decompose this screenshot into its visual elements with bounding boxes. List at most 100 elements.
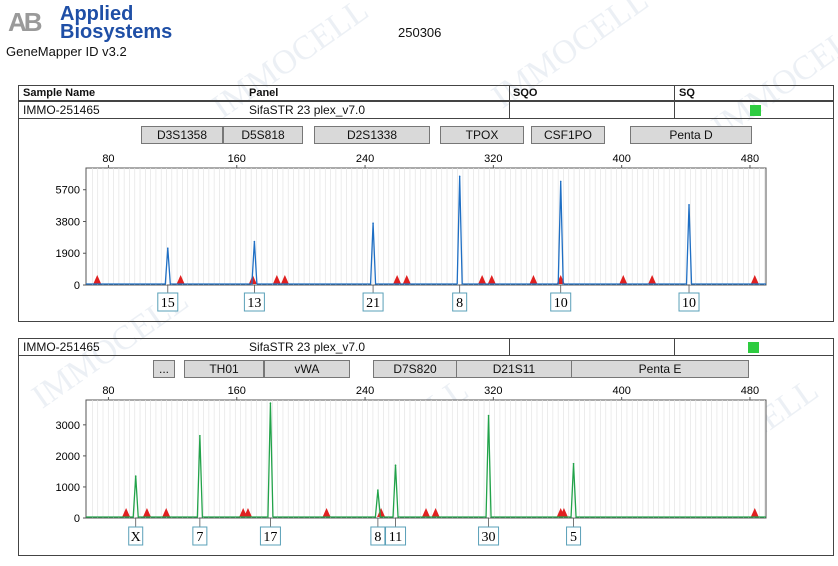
size-standard-marker [402, 275, 411, 284]
allele-call-box [157, 292, 179, 312]
quality-status-indicator [748, 342, 759, 353]
y-tick-label: 0 [74, 513, 80, 525]
column-sample-name: Sample Name [23, 87, 96, 99]
size-standard-marker [750, 275, 759, 284]
allele-call-label: 30 [482, 530, 496, 545]
peak-point [487, 414, 490, 417]
quality-status-indicator [750, 105, 761, 116]
logo-text-biosystems: Biosystems [60, 21, 173, 43]
size-standard-marker [422, 508, 430, 517]
marker-label: TPOX [440, 126, 524, 144]
x-tick-label: 80 [102, 385, 114, 397]
sample-table-header: Sample Name Panel SQO SQ [18, 85, 834, 101]
panel-name: SifaSTR 23 plex_v7.0 [249, 340, 366, 354]
size-standard-marker [648, 275, 657, 284]
x-tick-label: 240 [356, 385, 374, 397]
y-tick-label: 2000 [56, 451, 80, 463]
x-tick-label: 400 [612, 153, 630, 165]
marker-label: Penta E [571, 360, 749, 378]
peak-point [572, 462, 575, 465]
panel-name: SifaSTR 23 plex_v7.0 [249, 103, 366, 117]
size-standard-marker [243, 508, 252, 517]
y-tick-label: 5700 [56, 185, 80, 197]
panel-title-row: IMMO-251465 SifaSTR 23 plex_v7.0 [19, 102, 833, 119]
marker-label: CSF1PO [531, 126, 605, 144]
size-standard-marker [93, 275, 102, 284]
logo-text-applied: Applied [60, 3, 134, 25]
column-panel: Panel [249, 87, 279, 99]
allele-call-label: 5 [570, 530, 577, 545]
allele-call-label: 17 [263, 530, 277, 545]
electropherogram-panel-green: IMMO-251465 SifaSTR 23 plex_v7.0 ... TH0… [18, 338, 834, 556]
allele-call-box [128, 526, 144, 546]
peak-point [559, 180, 562, 183]
y-tick-label: 0 [74, 280, 80, 292]
x-tick-label: 480 [741, 385, 759, 397]
allele-call-label: 8 [456, 296, 463, 311]
electropherogram-panel-blue: IMMO-251465 SifaSTR 23 plex_v7.0 D3S1358… [18, 101, 834, 322]
x-tick-label: 320 [484, 153, 502, 165]
peak-point [269, 402, 272, 404]
x-tick-label: 400 [612, 385, 630, 397]
allele-call-box [678, 292, 700, 312]
allele-call-box [370, 526, 386, 546]
panel-title-row: IMMO-251465 SifaSTR 23 plex_v7.0 [19, 339, 833, 356]
marker-label: ... [153, 360, 175, 378]
y-tick-label: 3000 [56, 420, 80, 432]
marker-label: Penta D [630, 126, 752, 144]
sample-name: IMMO-251465 [23, 103, 100, 117]
allele-call-box [192, 526, 208, 546]
signal-trace [86, 176, 766, 285]
size-standard-marker [750, 508, 759, 517]
size-standard-marker [393, 275, 402, 284]
size-standard-marker [529, 275, 538, 284]
peak-point [688, 203, 690, 206]
allele-call-box [566, 526, 582, 546]
size-standard-marker [322, 508, 331, 517]
x-tick-label: 320 [484, 385, 502, 397]
allele-call-label: 7 [196, 530, 203, 545]
peak-point [394, 464, 397, 467]
size-standard-marker [272, 275, 281, 284]
y-tick-label: 1900 [56, 248, 80, 260]
allele-call-label: 10 [554, 296, 568, 311]
allele-call-box [259, 526, 281, 546]
size-standard-marker [176, 275, 185, 284]
size-standard-marker [280, 275, 289, 284]
x-tick-label: 160 [228, 385, 246, 397]
allele-call-label: 10 [682, 296, 696, 311]
size-standard-marker [431, 508, 440, 517]
allele-call-box [243, 292, 265, 312]
y-tick-label: 1000 [56, 482, 80, 494]
allele-call-box [452, 292, 468, 312]
applied-biosystems-logo: AB Applied Biosystems [6, 3, 172, 44]
column-sqo: SQO [513, 87, 538, 99]
y-tick-label: 3800 [56, 216, 80, 228]
size-standard-marker [478, 275, 487, 284]
allele-call-box [478, 526, 500, 546]
size-standard-marker [619, 275, 628, 284]
size-standard-marker [559, 508, 568, 517]
marker-label: TH01 [184, 360, 264, 378]
allele-call-label: 13 [247, 296, 261, 311]
x-tick-label: 80 [102, 153, 114, 165]
marker-label: vWA [264, 360, 350, 378]
marker-label: D5S818 [223, 126, 303, 144]
logo-mark: AB [8, 7, 43, 37]
allele-call-label: X [131, 530, 141, 545]
allele-call-label: 8 [374, 530, 381, 545]
allele-call-label: 11 [389, 530, 402, 545]
allele-call-box [550, 292, 572, 312]
column-sq: SQ [679, 87, 695, 99]
allele-call-label: 15 [161, 296, 175, 311]
software-version: GeneMapper ID v3.2 [6, 44, 127, 59]
x-tick-label: 480 [741, 153, 759, 165]
x-tick-label: 240 [356, 153, 374, 165]
peak-point [458, 175, 461, 178]
x-tick-label: 160 [228, 153, 246, 165]
peak-point [372, 222, 374, 224]
size-standard-marker [122, 508, 131, 517]
allele-call-box [385, 526, 407, 546]
